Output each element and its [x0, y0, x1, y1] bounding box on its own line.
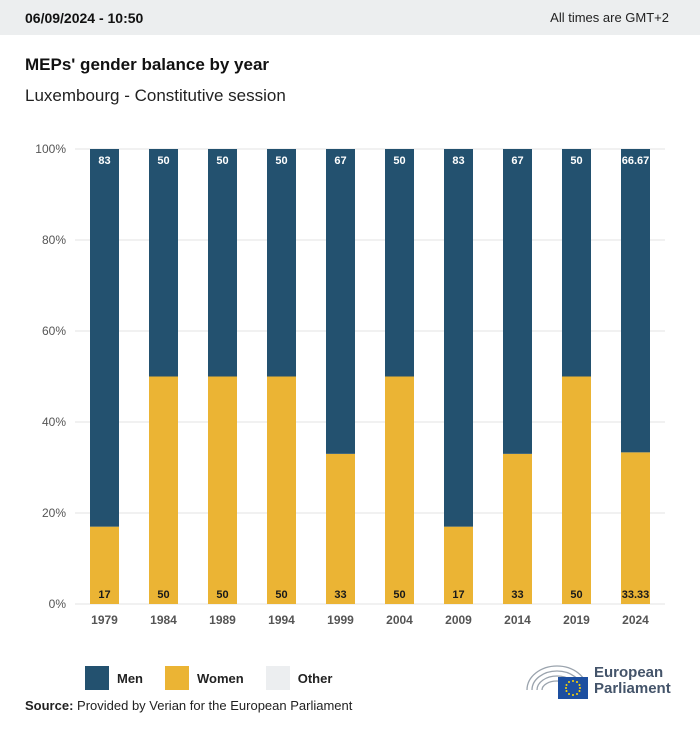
data-label-men: 50: [393, 155, 405, 167]
bar-men: [90, 149, 119, 527]
legend-item-other[interactable]: Other: [265, 666, 333, 690]
x-tick-label: 2024: [622, 613, 649, 627]
legend-item-women[interactable]: Women: [165, 666, 244, 690]
bar-women: [208, 376, 237, 604]
data-label-men: 66.67: [622, 155, 650, 167]
data-label-women: 50: [216, 589, 228, 601]
timezone-note: All times are GMT+2: [550, 10, 669, 25]
bar-men: [503, 149, 532, 454]
x-tick-label: 1979: [91, 613, 118, 627]
legend-swatch-men: [85, 666, 109, 690]
data-label-men: 50: [275, 155, 287, 167]
bar-men: [385, 149, 414, 377]
x-tick-label: 1994: [268, 613, 295, 627]
x-tick-label: 1999: [327, 613, 354, 627]
bar-men: [562, 149, 591, 377]
x-tick-label: 2019: [563, 613, 590, 627]
data-label-men: 83: [452, 155, 464, 167]
data-label-men: 67: [511, 155, 523, 167]
x-tick-label: 1984: [150, 613, 177, 627]
source-note: Source: Provided by Verian for the Europ…: [25, 698, 352, 713]
data-label-women: 17: [452, 589, 464, 601]
stacked-bar-chart: 0% 20% 40% 60% 80% 100% 83 17 1979 50 50 1984 50 50 19…: [35, 142, 665, 627]
y-tick-label: 0%: [49, 597, 67, 611]
data-label-men: 67: [334, 155, 346, 167]
y-tick-label: 20%: [42, 506, 66, 520]
legend-label-other: Other: [297, 670, 333, 686]
y-tick-label: 40%: [42, 415, 66, 429]
bar-women: [621, 452, 650, 604]
data-label-women: 50: [157, 589, 169, 601]
bar-men: [267, 149, 296, 377]
chart-subtitle: Luxembourg - Constitutive session: [25, 86, 286, 105]
source-label: Source:: [25, 698, 74, 713]
x-tick-label: 2009: [445, 613, 472, 627]
bar-men: [208, 149, 237, 377]
y-tick-label: 60%: [42, 324, 66, 338]
logo-line-2: Parliament: [594, 680, 671, 697]
x-tick-label: 2014: [504, 613, 531, 627]
legend-swatch-women: [165, 666, 189, 690]
bar-women: [149, 376, 178, 604]
x-tick-label: 2004: [386, 613, 413, 627]
bar-men: [444, 149, 473, 527]
bar-women: [385, 376, 414, 604]
x-tick-label: 1989: [209, 613, 236, 627]
bar-women: [562, 376, 591, 604]
data-label-women: 33: [511, 589, 523, 601]
european-parliament-logo[interactable]: European Parliament: [524, 660, 671, 702]
legend-label-women: Women: [197, 670, 244, 686]
legend-label-men: Men: [117, 670, 143, 686]
bar-men: [149, 149, 178, 377]
data-label-women: 50: [275, 589, 287, 601]
bar-women: [444, 526, 473, 604]
parliament-hemicycle-icon: [526, 665, 588, 699]
data-label-women: 33.33: [622, 589, 650, 601]
data-label-men: 50: [157, 155, 169, 167]
bar-men: [326, 149, 355, 454]
data-label-women: 17: [98, 589, 110, 601]
source-text: Provided by Verian for the European Parl…: [77, 698, 353, 713]
y-tick-label: 100%: [35, 142, 66, 156]
data-label-men: 83: [98, 155, 110, 167]
legend: Men Women Other: [85, 666, 354, 690]
bar-women: [503, 453, 532, 604]
logo-line-1: European: [594, 664, 664, 681]
y-tick-label: 80%: [42, 233, 66, 247]
bar-women: [267, 376, 296, 604]
data-label-men: 50: [216, 155, 228, 167]
legend-swatch-other: [265, 666, 290, 690]
top-bar: 06/09/2024 - 10:50 All times are GMT+2: [0, 0, 700, 35]
data-label-women: 50: [393, 589, 405, 601]
data-label-women: 33: [334, 589, 346, 601]
data-label-men: 50: [570, 155, 582, 167]
logo-wordmark: European Parliament: [594, 665, 671, 697]
bar-women: [326, 453, 355, 604]
chart-title: MEPs' gender balance by year: [25, 55, 270, 74]
data-label-women: 50: [570, 589, 582, 601]
bar-women: [90, 526, 119, 604]
bar-men: [621, 149, 650, 453]
timestamp: 06/09/2024 - 10:50: [25, 9, 144, 26]
legend-item-men[interactable]: Men: [85, 666, 143, 690]
